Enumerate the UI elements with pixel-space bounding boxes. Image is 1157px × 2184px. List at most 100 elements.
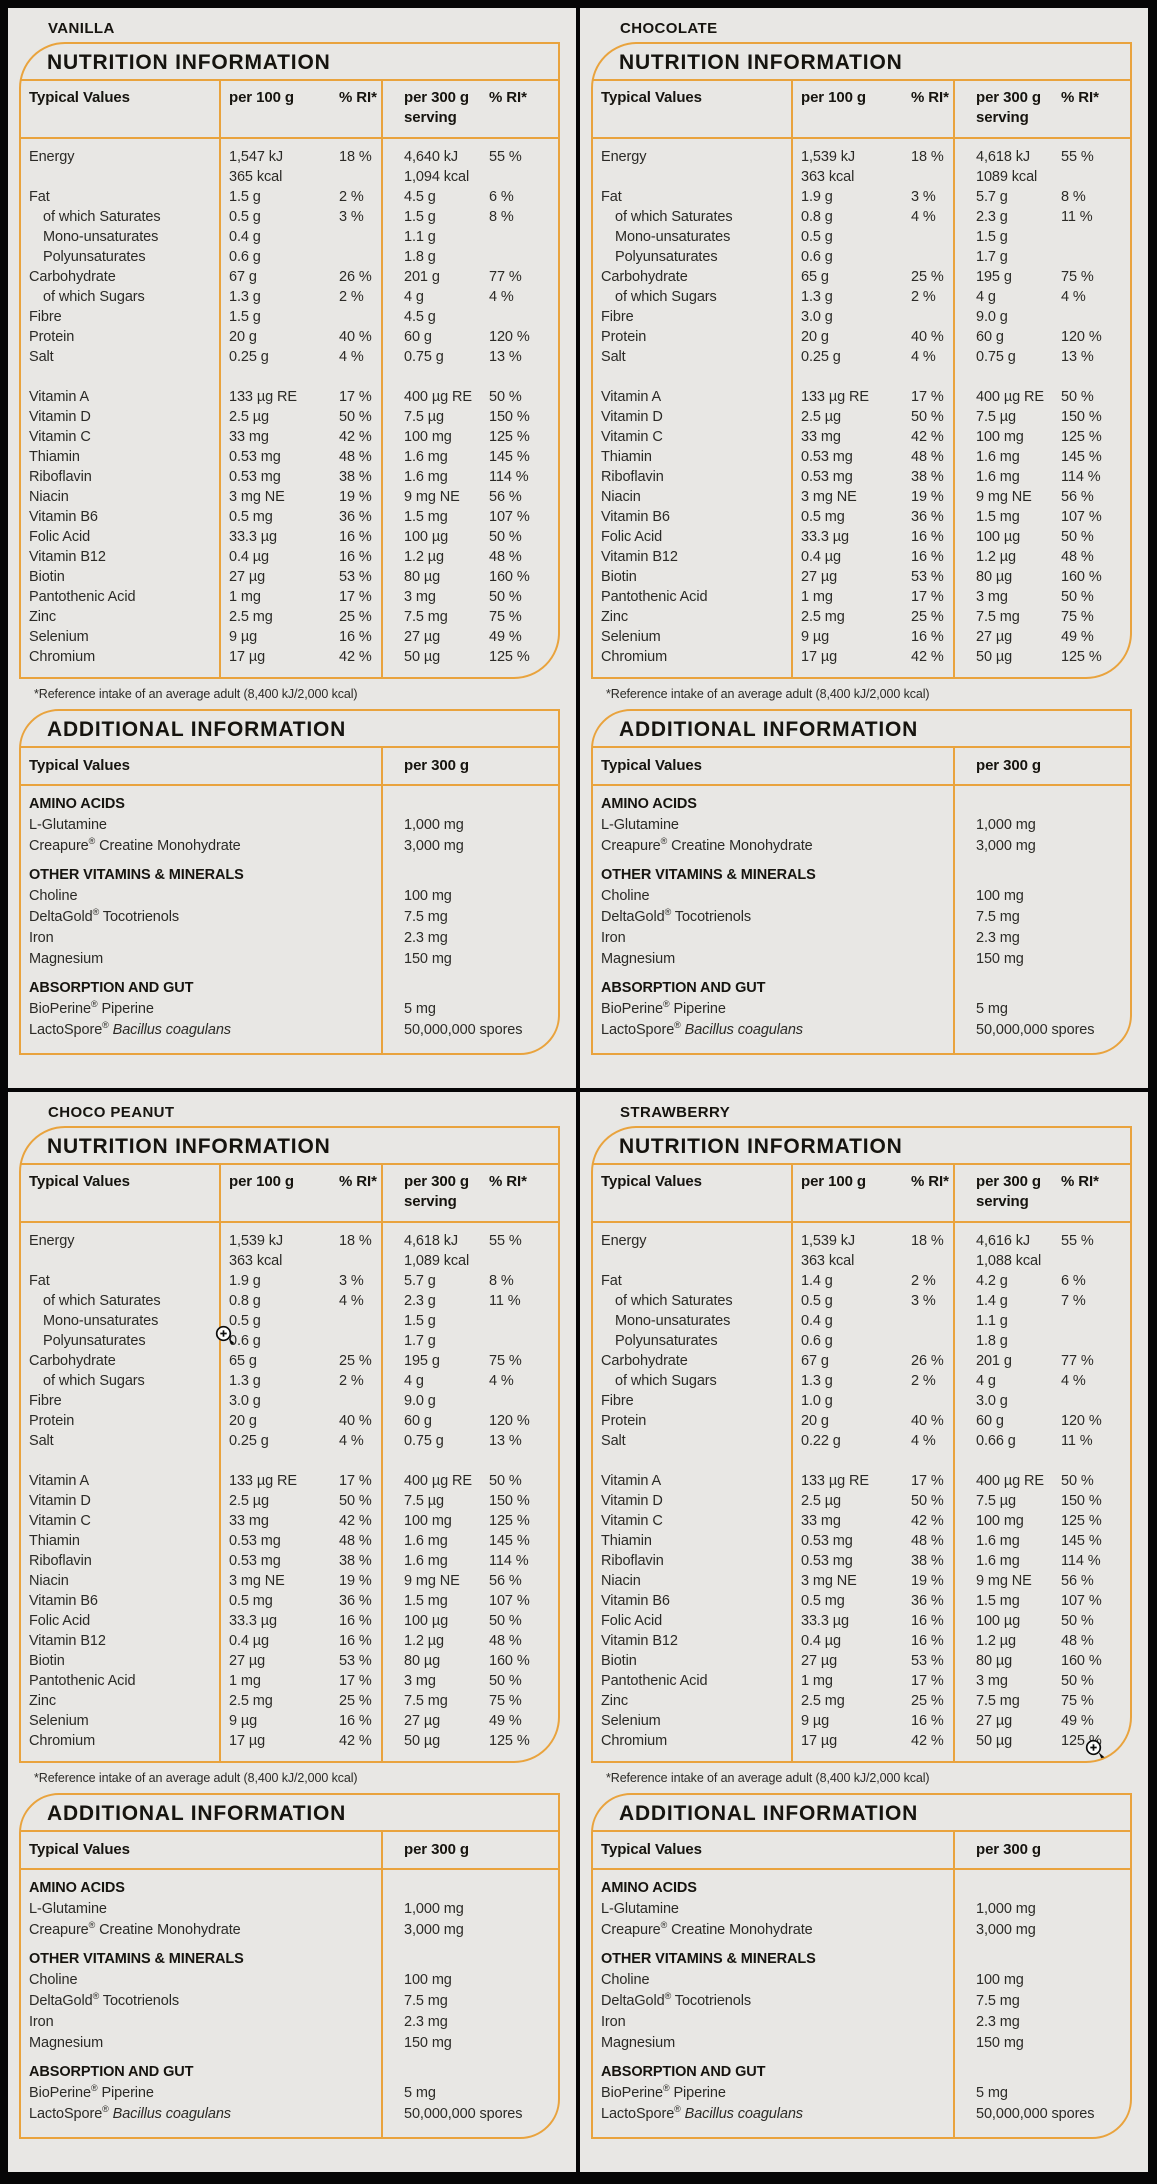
column-header: per 300 g serving	[976, 89, 1041, 126]
per-300g-value: 9 mg NE	[404, 489, 460, 505]
brand-name: LactoSpore	[601, 1022, 675, 1038]
additional-title: ADDITIONAL INFORMATION	[47, 1802, 347, 1825]
column-header: Typical Values	[29, 1841, 130, 1858]
row-label: Zinc	[601, 1693, 628, 1709]
row-label: Energy	[601, 149, 647, 165]
registered-mark-icon: ®	[674, 1020, 681, 1031]
additional-grid: Typical Values per 300 g AMINO ACIDS L-Glut…	[21, 748, 558, 1053]
per-100g-value: 9 µg	[801, 1713, 830, 1729]
per-300g-value: 9.0 g	[404, 1393, 436, 1409]
per-100g-value: 0.5 g	[801, 1293, 833, 1309]
row-label: Folic Acid	[601, 529, 663, 545]
per-100g-ri: 38 %	[911, 1553, 944, 1569]
brand-name: Creapure	[601, 1922, 661, 1938]
per-300g-ri: 50 %	[1061, 1613, 1094, 1629]
additional-body: AMINO ACIDS L-Glutamine 1,000 mg Creapure® …	[21, 1870, 558, 2137]
per-300g-value: 100 mg	[976, 1513, 1024, 1529]
per-100g-value: 3.0 g	[801, 309, 833, 325]
section-header: OTHER VITAMINS & MINERALS	[29, 867, 244, 883]
per-100g-value: 17 µg	[229, 1733, 266, 1749]
per-100g-value: 1,539 kJ 363 kcal	[801, 1233, 856, 1269]
nutrition-row: Vitamin A 133 µg RE 17 % 400 µg RE 50 %	[593, 387, 1130, 407]
per-300g-value: 80 µg	[404, 1653, 441, 1669]
per-300g-ri: 120 %	[489, 329, 530, 345]
row-label: Vitamin A	[29, 1473, 90, 1489]
divider-line	[21, 1830, 558, 1832]
nutrition-row: Vitamin B6 0.5 mg 36 % 1.5 mg 107 %	[21, 1591, 558, 1611]
per-100g-ri: 17 %	[911, 389, 944, 405]
ingredient-name: Choline	[601, 1972, 650, 1988]
ingredient-name: Creatine Monohydrate	[95, 838, 241, 854]
per-300g-value: 7.5 mg	[976, 609, 1020, 625]
per-100g-ri: 25 %	[339, 1693, 372, 1709]
per-100g-value: 1,539 kJ 363 kcal	[229, 1233, 284, 1269]
per-100g-ri	[895, 1311, 953, 1331]
nutrition-body: Energy 1,539 kJ 363 kcal 18 % 4,616 kJ 1,08…	[593, 1223, 1130, 1761]
column-header: per 300 g	[976, 757, 1041, 774]
section-header: OTHER VITAMINS & MINERALS	[601, 867, 816, 883]
per-100g-value: 2.5 µg	[229, 409, 270, 425]
per-100g-value: 33.3 µg	[229, 529, 277, 545]
per-300g-value: 7.5 mg	[404, 909, 448, 925]
per-100g-value: 0.5 mg	[801, 1593, 845, 1609]
per-100g-value: 0.53 mg	[801, 449, 853, 465]
registered-mark-icon: ®	[660, 1920, 668, 1931]
per-300g-ri: 120 %	[1061, 1413, 1102, 1429]
ingredient-name-latin: Bacillus coagulans	[680, 1022, 803, 1038]
row-label: Salt	[601, 349, 626, 365]
per-100g-value: 27 µg	[229, 1653, 266, 1669]
per-100g-ri: 16 %	[339, 629, 372, 645]
per-100g-ri	[323, 1391, 381, 1411]
panel-strawberry: STRAWBERRY NUTRITION INFORMATION Typical V…	[580, 1092, 1148, 2172]
per-100g-value: 2.5 µg	[229, 1493, 270, 1509]
per-300g-ri: 75 %	[1061, 609, 1094, 625]
nutrition-row: Vitamin B12 0.4 µg 16 % 1.2 µg 48 %	[593, 1631, 1130, 1651]
additional-row: DeltaGold® Tocotrienols 7.5 mg	[593, 1991, 1130, 2012]
nutrition-row: Thiamin 0.53 mg 48 % 1.6 mg 145 %	[21, 1531, 558, 1551]
registered-mark-icon: ®	[662, 999, 670, 1010]
ingredient-name: Piperine	[669, 2085, 726, 2101]
row-label: Carbohydrate	[601, 269, 688, 285]
per-100g-value: 1.3 g	[229, 289, 261, 305]
per-100g-ri: 36 %	[339, 1593, 372, 1609]
divider-line	[21, 79, 558, 81]
per-300g-value: 3,000 mg	[404, 1922, 464, 1938]
additional-row: Magnesium 150 mg	[21, 949, 558, 970]
per-100g-value: 0.6 g	[229, 249, 261, 265]
per-100g-value: 20 g	[801, 329, 829, 345]
row-label: Vitamin D	[601, 409, 663, 425]
row-label: Protein	[29, 329, 75, 345]
per-300g-ri: 50 %	[1061, 529, 1094, 545]
empty-cell	[953, 970, 1130, 999]
per-300g-ri: 7 %	[1061, 1293, 1086, 1309]
per-300g-value: 100 mg	[976, 888, 1024, 904]
row-label: Iron	[21, 2012, 381, 2033]
panel-chocolate: CHOCOLATE NUTRITION INFORMATION Typical Va…	[580, 8, 1148, 1088]
per-300g-ri: 49 %	[489, 1713, 522, 1729]
per-100g-value: 17 µg	[801, 649, 838, 665]
ingredient-name-latin: Bacillus coagulans	[108, 2106, 231, 2122]
brand-name: BioPerine	[29, 1001, 91, 1017]
ingredient-name: Choline	[601, 888, 650, 904]
row-label: Energy	[29, 149, 75, 165]
nutrition-row: Pantothenic Acid 1 mg 17 % 3 mg 50 %	[593, 1671, 1130, 1691]
per-100g-value: 0.5 g	[229, 209, 261, 225]
ingredient-name: Tocotrienols	[671, 1993, 751, 2009]
per-300g-value: 1.5 mg	[976, 509, 1020, 525]
per-300g-ri: 107 %	[1061, 1593, 1102, 1609]
nutrition-row: Biotin 27 µg 53 % 80 µg 160 %	[21, 567, 558, 587]
row-label: Niacin	[29, 489, 69, 505]
per-100g-ri: 50 %	[911, 1493, 944, 1509]
additional-table: ADDITIONAL INFORMATION Typical Values per …	[19, 1793, 560, 2139]
per-300g-value: 3.0 g	[976, 1393, 1008, 1409]
row-label: Thiamin	[601, 1533, 652, 1549]
row-label: Chromium	[29, 1733, 96, 1749]
per-100g-value: 0.53 mg	[229, 1533, 281, 1549]
empty-cell	[381, 1941, 558, 1970]
per-300g-value: 100 mg	[404, 429, 452, 445]
registered-mark-icon: ®	[90, 2083, 98, 2094]
per-300g-value: 50 µg	[976, 1733, 1013, 1749]
per-300g-ri: 56 %	[1061, 489, 1094, 505]
reference-intake-footnote: *Reference intake of an average adult (8…	[34, 687, 358, 701]
row-label: Vitamin B6	[601, 509, 670, 525]
